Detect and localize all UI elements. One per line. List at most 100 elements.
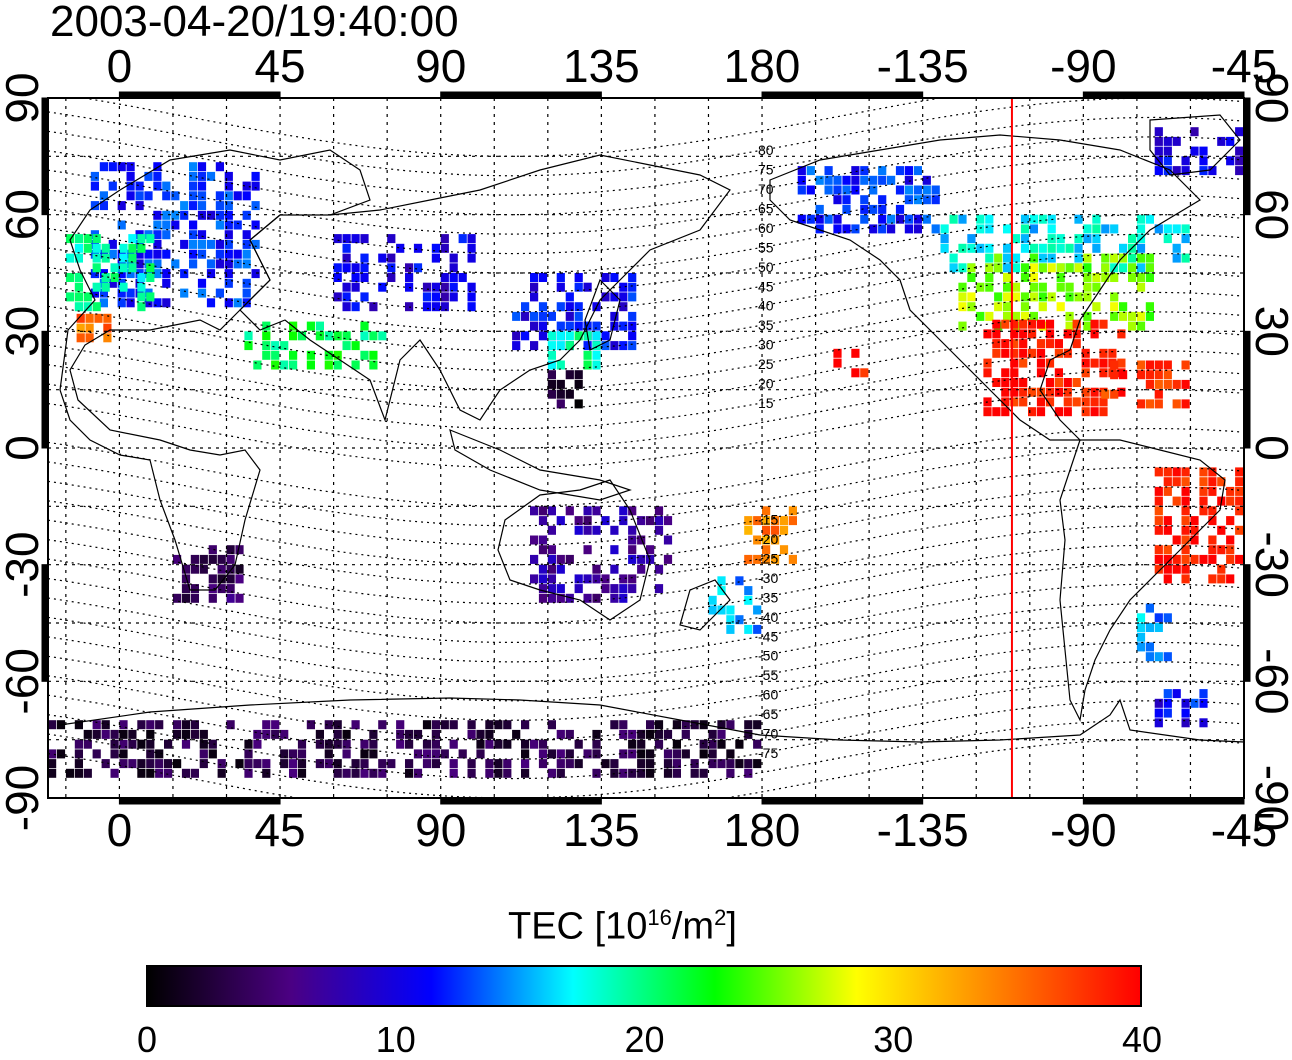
tec-cell — [1074, 234, 1083, 244]
tec-cell — [833, 214, 842, 224]
tec-cell — [1054, 348, 1063, 358]
tec-cell — [108, 249, 117, 259]
coastline-japan — [584, 278, 621, 351]
tec-cell — [110, 263, 119, 273]
tec-cell — [189, 162, 198, 172]
tec-cell — [1208, 535, 1217, 545]
tec-cell — [1163, 166, 1172, 176]
tec-cell — [333, 720, 342, 730]
frame-tick-bar — [1243, 97, 1251, 216]
tec-cell — [1020, 302, 1030, 312]
tec-cell — [251, 181, 260, 191]
tec-cell — [1010, 358, 1019, 368]
tec-cell — [197, 181, 207, 191]
top-lon-tick-label: 135 — [563, 40, 640, 92]
tec-cell — [1065, 311, 1074, 321]
tec-cell — [1099, 407, 1108, 417]
tec-cell — [610, 311, 619, 321]
tec-cell — [992, 348, 1001, 358]
tec-cell — [556, 729, 565, 739]
tec-cell — [378, 759, 387, 769]
tec-cell — [360, 331, 369, 341]
tec-region-mexico — [983, 319, 1126, 417]
tec-cell — [1056, 302, 1065, 312]
tec-cell — [762, 506, 771, 516]
tec-cell — [1154, 136, 1163, 146]
tec-cell — [904, 224, 913, 234]
tec-cell — [1010, 378, 1019, 387]
tec-cell — [762, 545, 771, 555]
tec-cell — [851, 224, 860, 234]
tec-cell — [110, 749, 119, 759]
tec-cell — [654, 525, 664, 535]
tec-cell — [422, 302, 432, 312]
tec-cell — [128, 243, 137, 253]
tec-cell — [994, 292, 1003, 302]
tec-cell — [1128, 311, 1137, 321]
tec-cell — [144, 191, 153, 201]
tec-cell — [431, 302, 440, 312]
tec-cell — [1036, 397, 1046, 407]
tec-cell — [1092, 224, 1101, 234]
tec-cell — [913, 195, 922, 205]
tec-cell — [958, 321, 967, 331]
tec-cell — [242, 239, 251, 249]
tec-cell — [1010, 339, 1019, 349]
tec-cell — [226, 593, 235, 603]
tec-cell — [1226, 545, 1235, 555]
tec-cell — [985, 282, 994, 292]
tec-cell — [422, 759, 432, 769]
tec-cell — [992, 339, 1001, 349]
tec-cell — [431, 729, 440, 739]
tec-cell — [217, 768, 226, 778]
tec-cell — [224, 181, 233, 191]
tec-cell — [360, 263, 369, 273]
tec-cell — [1172, 136, 1181, 146]
tec-cell — [1154, 370, 1163, 380]
tec-cell — [224, 191, 233, 201]
tec-cell — [74, 243, 83, 253]
tec-cell — [253, 729, 262, 739]
tec-cell — [137, 282, 146, 292]
tec-cell — [162, 191, 171, 201]
tec-cell — [1110, 311, 1119, 321]
tec-cell — [440, 282, 449, 292]
tec-cell — [233, 298, 242, 308]
tec-cell — [208, 739, 217, 749]
tec-cell — [1090, 329, 1099, 339]
frame-tick-bar — [118, 797, 281, 805]
tec-cell — [992, 407, 1001, 417]
tec-cell — [422, 292, 432, 302]
tec-cell — [895, 166, 905, 176]
tec-cell — [1154, 166, 1163, 176]
tec-cell — [1056, 273, 1065, 282]
tec-cell — [1054, 407, 1063, 417]
tec-cell — [538, 273, 548, 282]
tec-cell — [119, 759, 128, 769]
tec-cell — [726, 615, 735, 625]
tec-cell — [387, 234, 396, 244]
tec-cell — [1244, 477, 1252, 486]
tec-cell — [753, 739, 762, 749]
tec-cell — [1056, 234, 1065, 244]
tec-cell — [190, 768, 199, 778]
tec-cell — [860, 166, 869, 176]
tec-cell — [215, 162, 224, 172]
tec-cell — [1090, 319, 1099, 329]
tec-cell — [226, 564, 235, 574]
tec-region-africa-south — [173, 545, 244, 603]
tec-cell — [992, 319, 1001, 329]
tec-cell — [92, 749, 101, 759]
tec-cell — [1145, 399, 1154, 409]
tec-cell — [574, 379, 583, 389]
tec-cell — [224, 278, 233, 288]
tec-cell — [333, 331, 342, 341]
tec-cell — [1090, 397, 1099, 407]
tec-cell — [654, 739, 664, 749]
tec-cell — [762, 516, 771, 526]
tec-cell — [1145, 263, 1154, 273]
tec-cell — [1090, 358, 1099, 368]
tec-cell — [405, 263, 414, 273]
tec-cell — [1235, 506, 1244, 516]
tec-cell — [1065, 243, 1074, 253]
